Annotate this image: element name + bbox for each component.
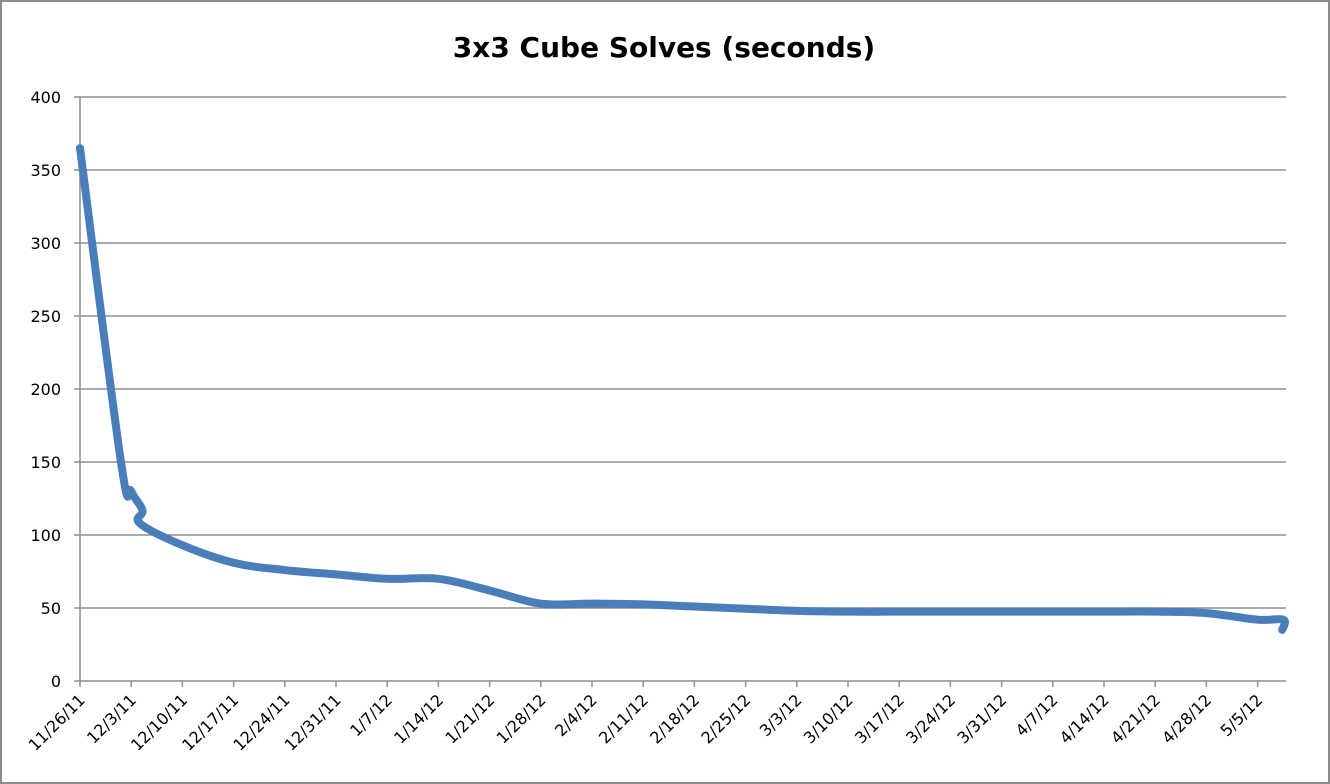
- y-tick-label: 400: [30, 88, 61, 107]
- y-tick-label: 350: [30, 161, 61, 180]
- y-tick-label: 200: [30, 380, 61, 399]
- x-tick-label: 2/25/12: [697, 690, 754, 747]
- x-tick-label: 4/28/12: [1158, 690, 1215, 747]
- x-tick-label: 2/18/12: [646, 690, 703, 747]
- x-tick-label: 4/14/12: [1056, 690, 1113, 747]
- x-tick-label: 2/11/12: [595, 690, 652, 747]
- y-tick-label: 150: [30, 453, 61, 472]
- y-tick-label: 250: [30, 307, 61, 326]
- x-tick-label: 3/10/12: [800, 690, 857, 747]
- x-tick-label: 4/7/12: [1012, 690, 1062, 740]
- x-tick-label: 4/21/12: [1107, 690, 1164, 747]
- x-axis-ticks: 11/26/1112/3/1112/10/1112/17/1112/24/111…: [25, 681, 1267, 755]
- x-tick-label: 3/31/12: [953, 690, 1010, 747]
- y-tick-label: 50: [41, 599, 61, 618]
- gridlines: [80, 96, 1286, 609]
- y-tick-label: 300: [30, 234, 61, 253]
- series-line: [76, 144, 1289, 634]
- x-tick-label: 11/26/11: [25, 690, 89, 754]
- y-axis-ticks: 0 50 100 150 200 250 300 350 400: [30, 88, 80, 691]
- x-tick-label: 5/5/12: [1217, 690, 1267, 740]
- x-tick-label: 12/31/11: [281, 690, 345, 754]
- x-tick-label: 2/4/12: [551, 690, 601, 740]
- x-tick-label: 1/28/12: [493, 690, 550, 747]
- x-tick-label: 3/24/12: [902, 690, 959, 747]
- chart-title: 3x3 Cube Solves (seconds): [453, 31, 875, 64]
- x-tick-label: 1/7/12: [346, 690, 396, 740]
- x-tick-label: 1/21/12: [441, 690, 498, 747]
- y-tick-label: 100: [30, 526, 61, 545]
- x-tick-label: 3/17/12: [851, 690, 908, 747]
- y-tick-label: 0: [51, 672, 61, 691]
- x-tick-label: 1/14/12: [390, 690, 447, 747]
- x-tick-label: 3/3/12: [756, 690, 806, 740]
